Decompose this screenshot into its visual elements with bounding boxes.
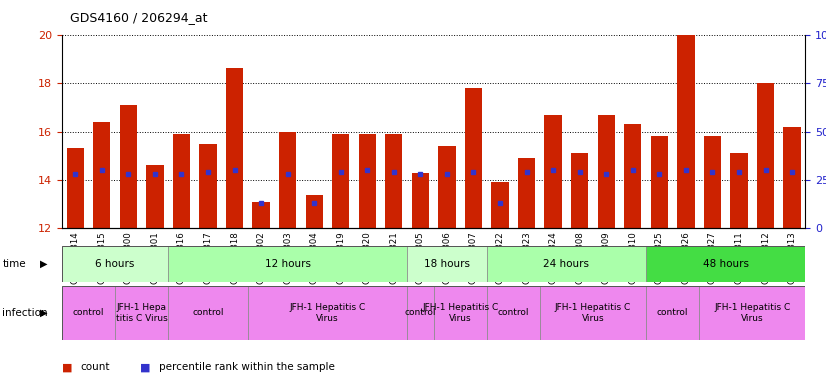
Text: control: control bbox=[497, 308, 529, 318]
Bar bbox=[115, 286, 169, 340]
Bar bbox=[439, 146, 456, 228]
Bar bbox=[487, 246, 646, 282]
Bar bbox=[199, 144, 216, 228]
Bar bbox=[173, 134, 190, 228]
Text: JFH-1 Hepa
titis C Virus: JFH-1 Hepa titis C Virus bbox=[116, 303, 168, 323]
Bar bbox=[169, 246, 407, 282]
Text: 6 hours: 6 hours bbox=[95, 259, 135, 269]
Text: ■: ■ bbox=[140, 362, 151, 372]
Bar bbox=[783, 127, 800, 228]
Bar bbox=[332, 134, 349, 228]
Bar bbox=[491, 182, 509, 228]
Text: JFH-1 Hepatitis C
Virus: JFH-1 Hepatitis C Virus bbox=[714, 303, 790, 323]
Text: 48 hours: 48 hours bbox=[703, 259, 748, 269]
Text: control: control bbox=[657, 308, 688, 318]
Bar bbox=[407, 246, 487, 282]
Text: ■: ■ bbox=[62, 362, 73, 372]
Bar bbox=[62, 286, 115, 340]
Text: JFH-1 Hepatitis C
Virus: JFH-1 Hepatitis C Virus bbox=[289, 303, 366, 323]
Text: control: control bbox=[192, 308, 224, 318]
Bar bbox=[518, 158, 535, 228]
Bar bbox=[651, 136, 668, 228]
Bar bbox=[540, 286, 646, 340]
Bar bbox=[146, 166, 164, 228]
Bar bbox=[487, 286, 540, 340]
Bar bbox=[248, 286, 407, 340]
Text: percentile rank within the sample: percentile rank within the sample bbox=[159, 362, 335, 372]
Bar bbox=[225, 68, 243, 228]
Bar bbox=[646, 286, 699, 340]
Text: control: control bbox=[405, 308, 436, 318]
Text: GDS4160 / 206294_at: GDS4160 / 206294_at bbox=[70, 12, 207, 25]
Bar bbox=[67, 149, 84, 228]
Bar bbox=[306, 195, 323, 228]
Text: 12 hours: 12 hours bbox=[264, 259, 311, 269]
Bar bbox=[646, 246, 805, 282]
Text: 18 hours: 18 hours bbox=[424, 259, 470, 269]
Bar bbox=[358, 134, 376, 228]
Text: ▶: ▶ bbox=[40, 308, 47, 318]
Text: count: count bbox=[80, 362, 110, 372]
Bar bbox=[677, 35, 695, 228]
Bar bbox=[279, 132, 297, 228]
Bar bbox=[434, 286, 487, 340]
Text: time: time bbox=[2, 259, 26, 269]
Bar bbox=[253, 202, 270, 228]
Bar bbox=[385, 134, 402, 228]
Bar bbox=[597, 114, 615, 228]
Text: control: control bbox=[73, 308, 104, 318]
Bar bbox=[699, 286, 805, 340]
Text: ▶: ▶ bbox=[40, 259, 47, 269]
Bar bbox=[411, 173, 429, 228]
Bar bbox=[757, 83, 774, 228]
Text: infection: infection bbox=[2, 308, 48, 318]
Bar bbox=[465, 88, 482, 228]
Bar bbox=[544, 114, 562, 228]
Bar bbox=[93, 122, 111, 228]
Bar bbox=[624, 124, 642, 228]
Bar bbox=[571, 153, 588, 228]
Text: JFH-1 Hepatitis C
Virus: JFH-1 Hepatitis C Virus bbox=[422, 303, 498, 323]
Text: 24 hours: 24 hours bbox=[544, 259, 590, 269]
Bar bbox=[730, 153, 748, 228]
Bar bbox=[169, 286, 248, 340]
Bar bbox=[407, 286, 434, 340]
Bar bbox=[120, 105, 137, 228]
Bar bbox=[704, 136, 721, 228]
Text: JFH-1 Hepatitis C
Virus: JFH-1 Hepatitis C Virus bbox=[555, 303, 631, 323]
Bar bbox=[62, 246, 169, 282]
